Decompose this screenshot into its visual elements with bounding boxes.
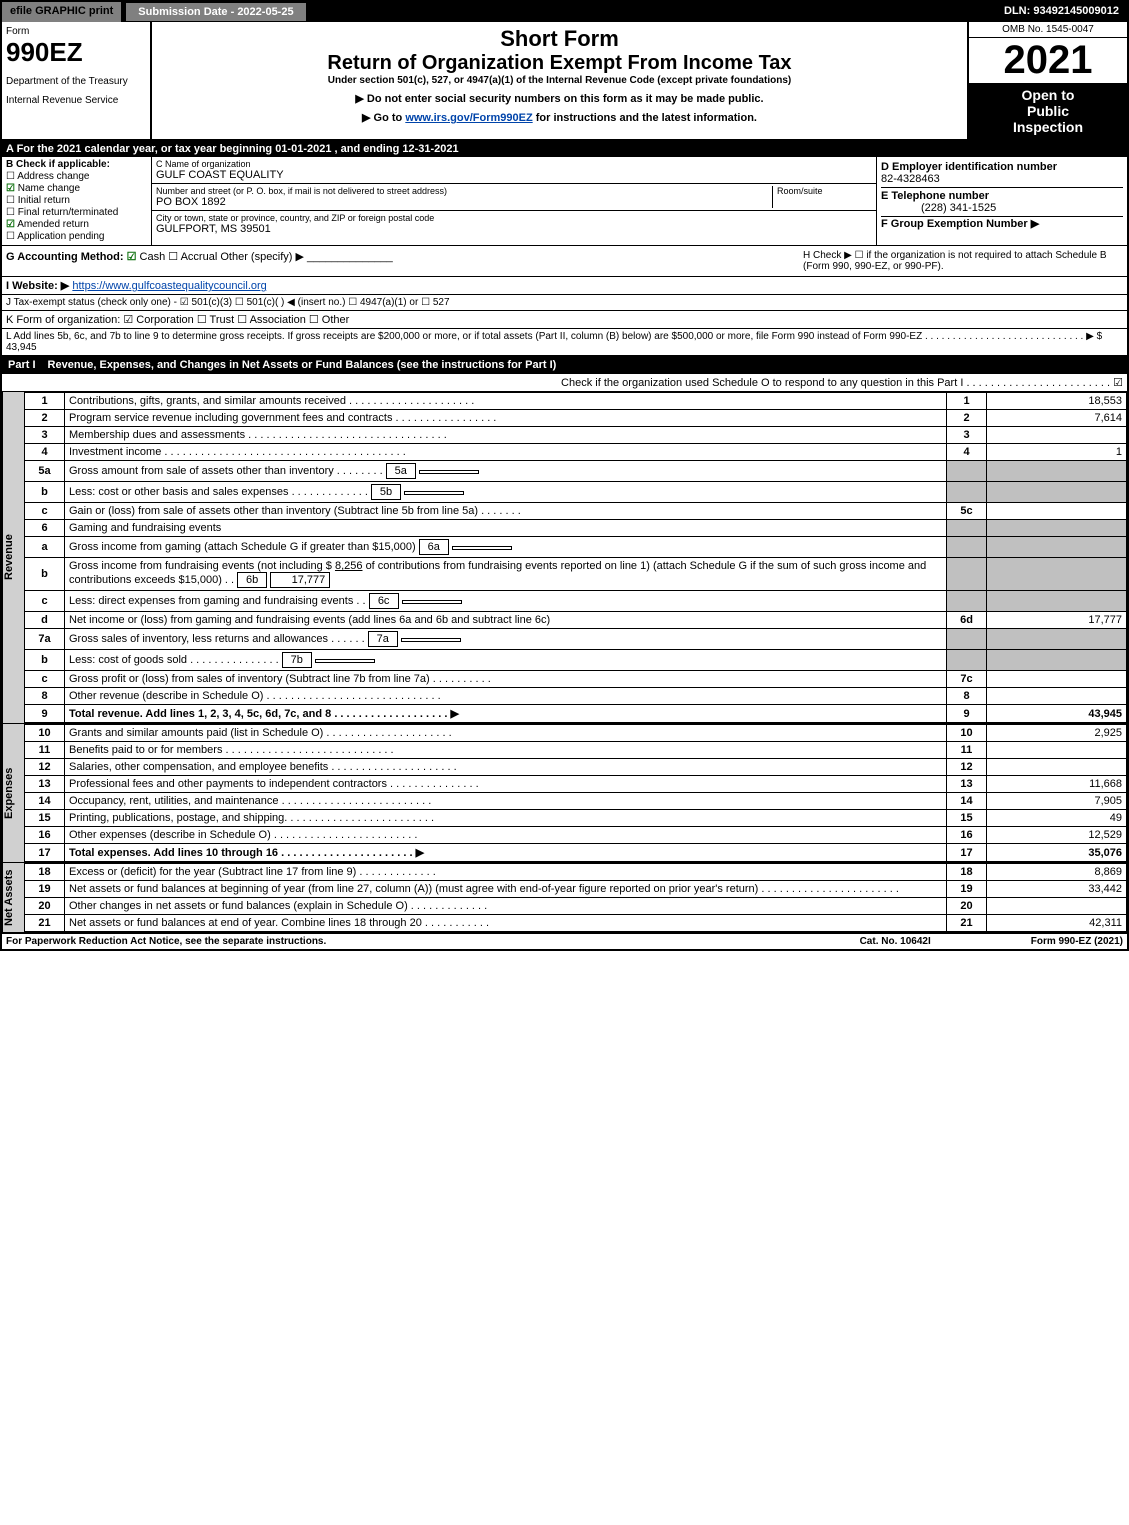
label-group-exempt: F Group Exemption Number ▶	[881, 218, 1039, 230]
goto-note: ▶ Go to www.irs.gov/Form990EZ for instru…	[156, 111, 963, 124]
line-2: 2Program service revenue including gover…	[25, 410, 1127, 427]
line-7b: bLess: cost of goods sold . . . . . . . …	[25, 650, 1127, 671]
efile-print[interactable]: efile GRAPHIC print	[2, 2, 121, 22]
line-3: 3Membership dues and assessments . . . .…	[25, 427, 1127, 444]
line-l: L Add lines 5b, 6c, and 7b to line 9 to …	[2, 329, 1127, 356]
phone-value: (228) 341-1525	[881, 202, 996, 214]
line-j: J Tax-exempt status (check only one) - ☑…	[2, 295, 1127, 311]
label-city: City or town, state or province, country…	[156, 213, 872, 223]
short-form-title: Short Form	[156, 26, 963, 52]
line-6a: aGross income from gaming (attach Schedu…	[25, 537, 1127, 558]
line-9: 9Total revenue. Add lines 1, 2, 3, 4, 5c…	[25, 705, 1127, 723]
irs-label: Internal Revenue Service	[6, 95, 146, 106]
line-6b: bGross income from fundraising events (n…	[25, 558, 1127, 591]
line-17: 17Total expenses. Add lines 10 through 1…	[25, 844, 1127, 862]
line-6d: dNet income or (loss) from gaming and fu…	[25, 612, 1127, 629]
form-header: Form 990EZ Department of the Treasury In…	[2, 22, 1127, 141]
form-990ez-page: efile GRAPHIC print Submission Date - 20…	[0, 0, 1129, 951]
check-name-change[interactable]: ☑ Name change	[6, 183, 147, 194]
check-amended-return[interactable]: ☑ Amended return	[6, 219, 147, 230]
return-title: Return of Organization Exempt From Incom…	[156, 52, 963, 75]
line-19: 19Net assets or fund balances at beginni…	[25, 881, 1127, 898]
line-21: 21Net assets or fund balances at end of …	[25, 915, 1127, 932]
street-address: PO BOX 1892	[156, 196, 772, 208]
line-8: 8Other revenue (describe in Schedule O) …	[25, 688, 1127, 705]
label-room: Room/suite	[777, 186, 872, 196]
line-5c: cGain or (loss) from sale of assets othe…	[25, 503, 1127, 520]
check-final-return[interactable]: ☐ Final return/terminated	[6, 207, 147, 218]
line-12: 12Salaries, other compensation, and empl…	[25, 759, 1127, 776]
expenses-table: 10Grants and similar amounts paid (list …	[24, 724, 1127, 862]
line-14: 14Occupancy, rent, utilities, and mainte…	[25, 793, 1127, 810]
label-ein: D Employer identification number	[881, 161, 1057, 173]
line-13: 13Professional fees and other payments t…	[25, 776, 1127, 793]
line-g: G Accounting Method: ☑ Cash ☐ Accrual Ot…	[6, 250, 803, 272]
part1-check-note: Check if the organization used Schedule …	[2, 374, 1127, 392]
line-20: 20Other changes in net assets or fund ba…	[25, 898, 1127, 915]
line-1: 1Contributions, gifts, grants, and simil…	[25, 393, 1127, 410]
label-street: Number and street (or P. O. box, if mail…	[156, 186, 772, 196]
line-k: K Form of organization: ☑ Corporation ☐ …	[2, 311, 1127, 329]
dln: DLN: 93492145009012	[996, 2, 1127, 22]
label-org-name: C Name of organization	[156, 159, 872, 169]
check-initial-return[interactable]: ☐ Initial return	[6, 195, 147, 206]
form-footer-id: Form 990-EZ (2021)	[1031, 936, 1123, 947]
expenses-section: Expenses 10Grants and similar amounts pa…	[2, 724, 1127, 863]
check-address-change[interactable]: ☐ Address change	[6, 171, 147, 182]
line-5b: bLess: cost or other basis and sales exp…	[25, 482, 1127, 503]
line-4: 4Investment income . . . . . . . . . . .…	[25, 444, 1127, 461]
check-app-pending[interactable]: ☐ Application pending	[6, 231, 147, 242]
section-bcdef: B Check if applicable: ☐ Address change …	[2, 157, 1127, 246]
section-def: D Employer identification number 82-4328…	[877, 157, 1127, 245]
line-15: 15Printing, publications, postage, and s…	[25, 810, 1127, 827]
revenue-table: 1Contributions, gifts, grants, and simil…	[24, 392, 1127, 723]
line-11: 11Benefits paid to or for members . . . …	[25, 742, 1127, 759]
line-5a: 5aGross amount from sale of assets other…	[25, 461, 1127, 482]
expenses-side-label: Expenses	[2, 724, 24, 862]
submission-date: Submission Date - 2022-05-25	[125, 2, 306, 22]
section-b: B Check if applicable: ☐ Address change …	[2, 157, 152, 245]
cat-no: Cat. No. 10642I	[860, 936, 931, 947]
under-section: Under section 501(c), 527, or 4947(a)(1)…	[156, 75, 963, 86]
section-c: C Name of organization GULF COAST EQUALI…	[152, 157, 877, 245]
paperwork-notice: For Paperwork Reduction Act Notice, see …	[6, 936, 860, 947]
irs-link[interactable]: www.irs.gov/Form990EZ	[405, 112, 532, 124]
gross-receipts: 43,945	[6, 342, 37, 353]
line-h: H Check ▶ ☐ if the organization is not r…	[803, 250, 1123, 272]
line-6c: cLess: direct expenses from gaming and f…	[25, 591, 1127, 612]
netassets-table: 18Excess or (deficit) for the year (Subt…	[24, 863, 1127, 932]
page-footer: For Paperwork Reduction Act Notice, see …	[2, 933, 1127, 949]
omb-number: OMB No. 1545-0047	[969, 22, 1127, 38]
netassets-section: Net Assets 18Excess or (deficit) for the…	[2, 863, 1127, 933]
ein-value: 82-4328463	[881, 173, 940, 185]
line-16: 16Other expenses (describe in Schedule O…	[25, 827, 1127, 844]
line-a: A For the 2021 calendar year, or tax yea…	[2, 141, 1127, 157]
form-label: Form	[6, 26, 146, 37]
line-18: 18Excess or (deficit) for the year (Subt…	[25, 864, 1127, 881]
ssn-warning: ▶ Do not enter social security numbers o…	[156, 92, 963, 105]
org-name: GULF COAST EQUALITY	[156, 169, 872, 181]
city-state-zip: GULFPORT, MS 39501	[156, 223, 872, 235]
revenue-side-label: Revenue	[2, 392, 24, 723]
revenue-section: Revenue 1Contributions, gifts, grants, a…	[2, 392, 1127, 724]
open-public-inspect: Open to Public Inspection	[969, 83, 1127, 139]
row-gh: G Accounting Method: ☑ Cash ☐ Accrual Ot…	[2, 246, 1127, 277]
line-10: 10Grants and similar amounts paid (list …	[25, 725, 1127, 742]
line-i: I Website: ▶ https://www.gulfcoastequali…	[2, 277, 1127, 295]
tax-year: 2021	[969, 38, 1127, 83]
website-link[interactable]: https://www.gulfcoastequalitycouncil.org	[72, 280, 266, 292]
line-7a: 7aGross sales of inventory, less returns…	[25, 629, 1127, 650]
top-bar: efile GRAPHIC print Submission Date - 20…	[2, 2, 1127, 22]
label-phone: E Telephone number	[881, 190, 989, 202]
part1-header: Part I Revenue, Expenses, and Changes in…	[2, 356, 1127, 374]
line-6: 6Gaming and fundraising events	[25, 520, 1127, 537]
netassets-side-label: Net Assets	[2, 863, 24, 932]
dept-treasury: Department of the Treasury	[6, 76, 146, 87]
form-number: 990EZ	[6, 37, 146, 68]
line-7c: cGross profit or (loss) from sales of in…	[25, 671, 1127, 688]
